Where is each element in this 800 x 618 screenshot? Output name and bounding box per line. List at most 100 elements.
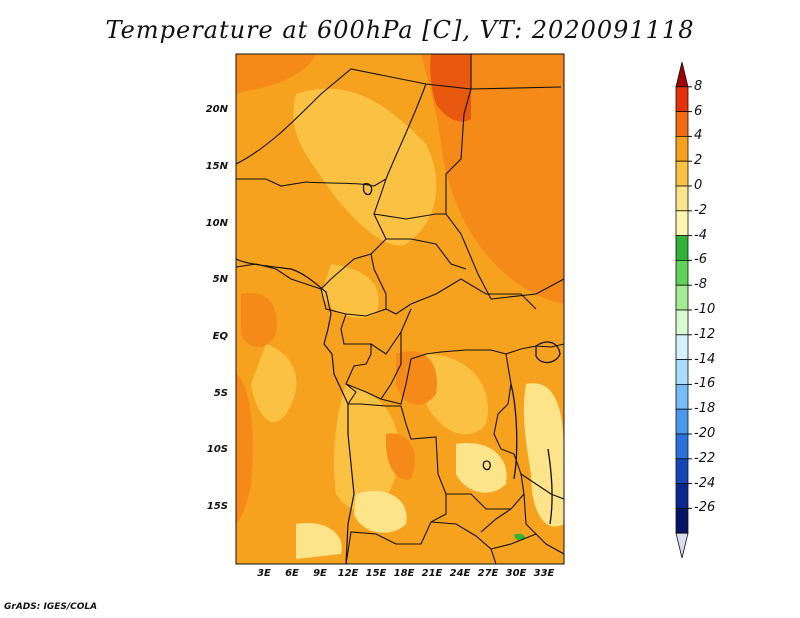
colorbar-label: -14 bbox=[694, 351, 716, 367]
colorbar-label: -4 bbox=[694, 227, 707, 243]
border-line bbox=[490, 533, 537, 550]
colorbar-label: -22 bbox=[694, 450, 716, 466]
colorbar-label: 8 bbox=[694, 78, 703, 94]
temperature-map bbox=[235, 53, 565, 565]
border-line bbox=[373, 213, 446, 220]
colorbar-segment bbox=[675, 160, 689, 187]
lon-label: 3E bbox=[257, 568, 271, 579]
temperature-patch-pale bbox=[523, 383, 564, 527]
colorbar-segment bbox=[675, 532, 689, 558]
colorbar-segment bbox=[675, 210, 689, 237]
country-borders bbox=[235, 54, 565, 565]
temperature-patch-pale bbox=[456, 443, 507, 493]
border-line bbox=[520, 473, 565, 500]
temperature-patch-cold bbox=[514, 533, 526, 541]
temperature-patch-warm bbox=[385, 433, 415, 480]
colorbar-label: 0 bbox=[694, 178, 703, 193]
temperature-patch-pale bbox=[296, 523, 342, 559]
border-line bbox=[345, 332, 402, 400]
lake-victoria bbox=[535, 341, 561, 364]
temperature-patch-warm bbox=[241, 293, 277, 348]
lon-label: 15E bbox=[365, 568, 387, 579]
lat-label: 5N bbox=[212, 274, 228, 285]
lon-label: 18E bbox=[393, 568, 415, 579]
colorbar-segment bbox=[675, 111, 689, 137]
lake-tanganyika bbox=[510, 383, 518, 480]
lon-label: 33E bbox=[533, 568, 555, 579]
colorbar bbox=[675, 62, 692, 558]
colorbar-label: 6 bbox=[694, 103, 703, 119]
lat-label: 10N bbox=[205, 218, 228, 229]
lon-label: 27E bbox=[477, 568, 499, 579]
colorbar-segment bbox=[675, 136, 689, 162]
colorbar-label: -24 bbox=[694, 475, 716, 491]
border-line bbox=[236, 83, 427, 187]
colorbar-segment bbox=[675, 507, 689, 534]
colorbar-label: 2 bbox=[694, 153, 703, 169]
footer-credit: GrADS: IGES/COLA bbox=[4, 602, 98, 612]
temperature-patch-pale bbox=[354, 490, 407, 533]
border-line bbox=[386, 238, 467, 270]
colorbar-segment bbox=[675, 284, 689, 311]
colorbar-label: -16 bbox=[694, 376, 716, 392]
lake-chad bbox=[362, 182, 373, 196]
lon-label: 6E bbox=[285, 568, 299, 579]
border-line bbox=[380, 349, 507, 405]
temperature-patch-hot bbox=[430, 54, 471, 122]
lat-label: 15S bbox=[206, 501, 228, 512]
colorbar-segment bbox=[675, 433, 689, 460]
lon-label: 9E bbox=[313, 568, 327, 579]
colorbar-label: -20 bbox=[694, 426, 716, 441]
temperature-patch-warm bbox=[236, 374, 253, 524]
lat-label: 20N bbox=[205, 104, 228, 115]
temperature-patch-light bbox=[334, 384, 399, 512]
colorbar-segment bbox=[675, 458, 689, 484]
temperature-patch-light bbox=[321, 264, 379, 318]
map-title: Temperature at 600hPa [C], VT: 202009111… bbox=[105, 16, 695, 44]
border-line bbox=[446, 493, 511, 510]
border-line bbox=[235, 54, 472, 165]
colorbar-label: 4 bbox=[694, 128, 703, 144]
lat-label: 15N bbox=[205, 161, 228, 172]
colorbar-segment bbox=[675, 483, 689, 509]
colorbar-segment bbox=[675, 359, 689, 385]
lake-mweru bbox=[482, 460, 491, 471]
temperature-patch-light bbox=[293, 88, 437, 246]
map-frame bbox=[235, 53, 565, 565]
border-line bbox=[445, 88, 565, 300]
border-line bbox=[345, 403, 447, 565]
colorbar-segment bbox=[675, 185, 689, 212]
lake-malawi bbox=[547, 448, 553, 525]
border-line bbox=[370, 308, 412, 355]
border-line bbox=[480, 353, 525, 533]
colorbar-segment bbox=[675, 383, 689, 410]
lon-label: 30E bbox=[505, 568, 527, 579]
colorbar-segment bbox=[675, 86, 689, 112]
colorbar-label: -6 bbox=[694, 252, 707, 268]
lat-label: EQ bbox=[212, 331, 228, 342]
colorbar-segment bbox=[675, 259, 689, 286]
lakes bbox=[362, 182, 561, 525]
colorbar-segment bbox=[675, 62, 689, 88]
colorbar-segment bbox=[675, 334, 689, 360]
colorbar-label: -12 bbox=[694, 326, 716, 342]
coastline bbox=[235, 258, 355, 565]
colorbar-label: -26 bbox=[694, 500, 716, 516]
colorbar-label: -10 bbox=[694, 302, 716, 317]
temperature-patch-warm bbox=[236, 54, 316, 94]
border-line bbox=[370, 253, 537, 315]
temperature-patch-light bbox=[251, 344, 297, 423]
colorbar-segment bbox=[675, 309, 689, 336]
lat-label: 5S bbox=[213, 388, 228, 399]
border-line bbox=[340, 313, 372, 405]
border-line bbox=[430, 521, 497, 565]
map-panel bbox=[235, 53, 565, 565]
temperature-patch-warm bbox=[396, 351, 437, 405]
colorbar-label: -18 bbox=[694, 401, 716, 417]
border-line bbox=[470, 86, 562, 90]
lon-label: 12E bbox=[337, 568, 359, 579]
colorbar-segment bbox=[675, 408, 689, 435]
colorbar-label: -2 bbox=[694, 202, 707, 218]
colorbar-label: -8 bbox=[694, 277, 707, 293]
colorbar-segment bbox=[675, 235, 689, 261]
